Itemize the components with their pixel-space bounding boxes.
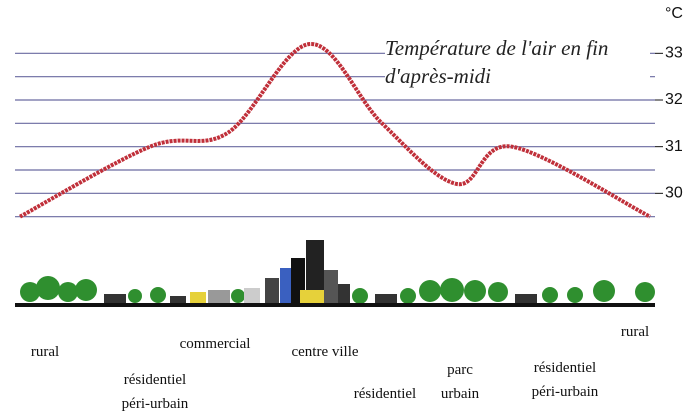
skyline (15, 240, 655, 307)
zone-label: parc urbain (440, 362, 480, 402)
y-tick-label: 30 (665, 185, 683, 202)
zone-label: résidentiel (353, 386, 417, 402)
zone-label: résidentiel péri-urbain (531, 360, 599, 400)
y-tick-label: 33 (665, 45, 683, 62)
unit-label: °C (665, 5, 683, 22)
zone-label: rural (30, 344, 60, 360)
zone-label: résidentiel péri-urbain (121, 372, 189, 412)
y-tick-label: 31 (665, 138, 683, 155)
zone-label: commercial (179, 336, 251, 352)
zone-label: centre ville (291, 344, 359, 360)
y-tick-label: 32 (665, 91, 683, 108)
line (19, 41, 651, 219)
annotation: Température de l'air en fin d'après-midi (385, 34, 650, 90)
zone-label: rural (620, 324, 650, 340)
